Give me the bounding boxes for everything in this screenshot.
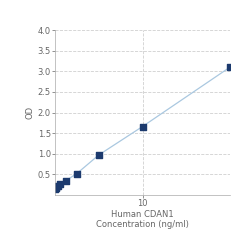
Point — [64, 178, 68, 182]
Point — [75, 172, 79, 175]
Point — [56, 184, 60, 188]
Point — [228, 65, 232, 69]
Point — [97, 153, 101, 157]
Point — [54, 186, 58, 190]
Y-axis label: OD: OD — [26, 106, 35, 119]
Point — [53, 186, 57, 190]
Point — [140, 124, 144, 128]
Point — [54, 185, 58, 189]
X-axis label: Human CDAN1
Concentration (ng/ml): Human CDAN1 Concentration (ng/ml) — [96, 210, 189, 229]
Point — [58, 182, 62, 186]
